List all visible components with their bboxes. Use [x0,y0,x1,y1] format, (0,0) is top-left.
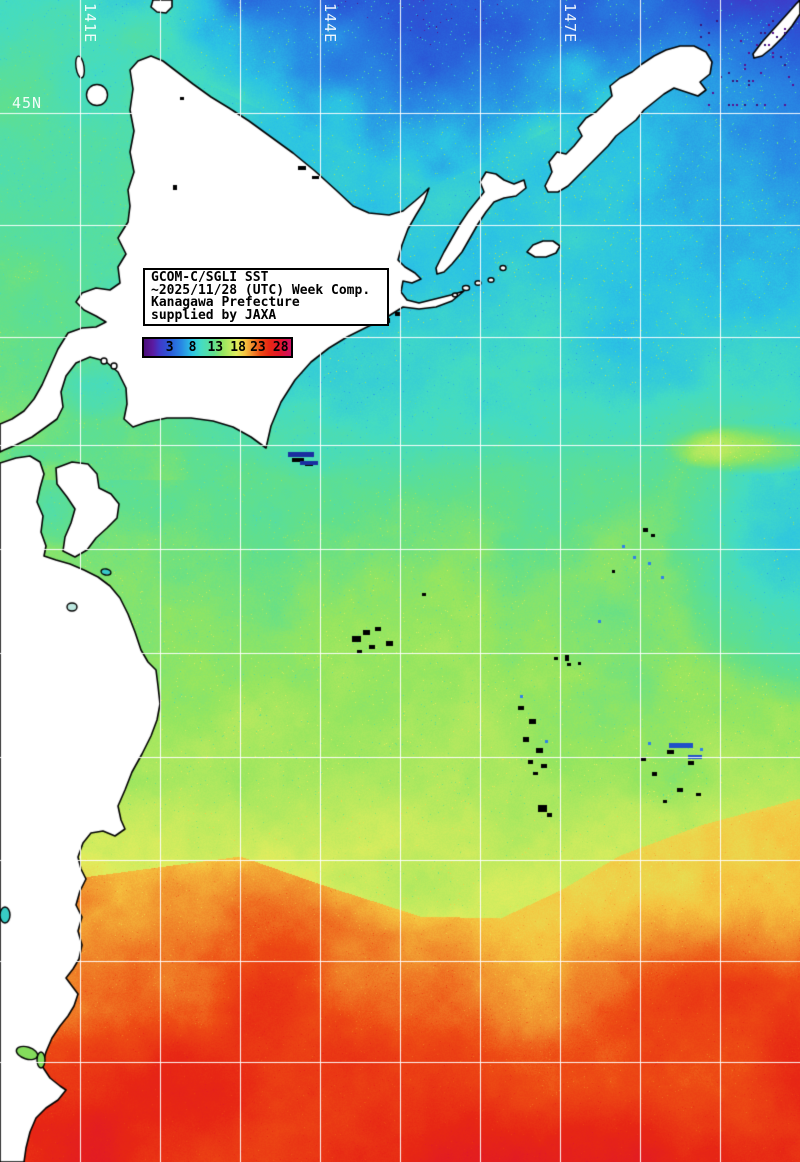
colorbar-tick: 23 [250,340,266,355]
colorbar-tick: 3 [165,340,174,355]
title-box: GCOM-C/SGLI SST ~2025/11/28 (UTC) Week C… [143,268,389,326]
sst-colorbar: 3 8 13 18 23 28 [142,337,293,358]
title-line-product: GCOM-C/SGLI SST [151,270,269,285]
title-line-date: ~2025/11/28 (UTC) Week Comp. [151,282,371,298]
grid-label-144e: 144E [321,3,339,44]
grid-label-141e: 141E [81,3,99,44]
colorbar-tick: 18 [230,340,246,355]
colorbar-tick: 8 [188,340,197,355]
colorbar-tick: 28 [272,340,289,355]
title-line-region: Kanagawa Prefecture [151,295,300,310]
colorbar-gradient [144,339,291,356]
grid-label-147e: 147E [561,3,579,44]
grid-label-45n: 45N [12,94,43,112]
title-line-credit: supplied by JAXA [151,307,277,323]
colorbar-tick: 13 [207,340,224,355]
